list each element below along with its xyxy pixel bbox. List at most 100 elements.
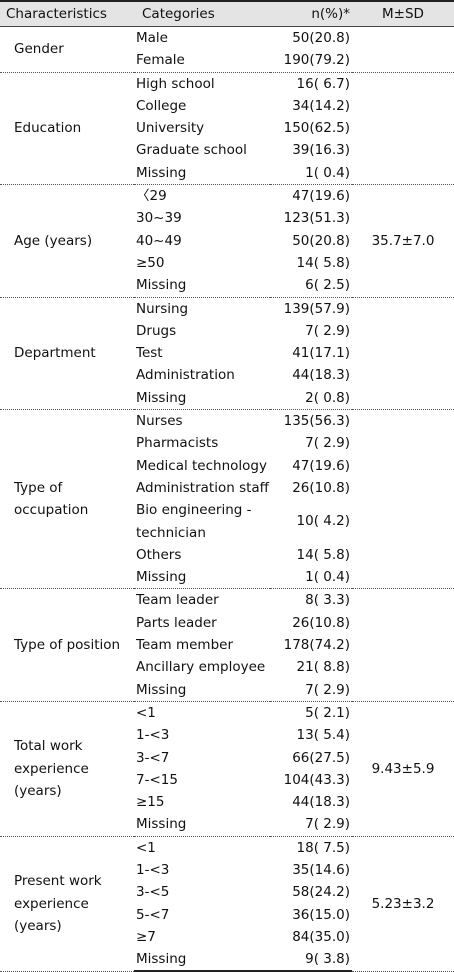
category-cell: 〈29 <box>134 184 270 208</box>
category-cell: Administration <box>136 367 235 384</box>
count-percent-cell: 178(74.2) <box>283 637 350 654</box>
count-percent-cell: 7( 2.9) <box>305 816 350 833</box>
count-percent-cell: 84(35.0) <box>292 928 350 945</box>
category-cell: Female <box>136 52 185 69</box>
table-row: University 150(62.5) <box>0 117 454 139</box>
table-header: Characteristics Categories n(%)* M±SD <box>0 0 454 27</box>
characteristic-cell: Type of occupation <box>0 409 134 590</box>
count-percent-cell: 2( 0.8) <box>305 389 350 406</box>
category-cell: Missing <box>136 389 187 406</box>
category-cell: 3-<5 <box>136 884 170 901</box>
count-percent-cell: 1( 0.4) <box>305 164 350 181</box>
count-percent-cell: 47(19.6) <box>292 457 350 474</box>
table-row: Missing 1( 0.4) <box>0 162 454 185</box>
count-percent-cell: 58(24.2) <box>292 884 350 901</box>
table-row: Education High school 16( 6.7) <box>0 71 454 186</box>
table-row: Bio engineering -technician 10( 4.2) <box>0 499 454 544</box>
mean-sd-cell: 5.23±3.2 <box>352 835 454 972</box>
count-percent-cell: 14( 5.8) <box>296 254 350 271</box>
table-row: 40~49 50(20.8) <box>0 230 454 252</box>
category-cell: Administration staff <box>136 479 269 496</box>
table-row: Age (years) 〈29 47(19.6) 35.7±7.0 <box>0 184 454 298</box>
header-row: Characteristics Categories n(%)* M±SD <box>0 0 454 27</box>
count-percent-cell: 10( 4.2) <box>296 513 350 530</box>
mean-sd-cell <box>352 296 454 411</box>
table-row: Team member 178(74.2) <box>0 634 454 656</box>
table-row: 5-<7 36(15.0) <box>0 904 454 926</box>
count-percent-cell: 34(14.2) <box>292 97 350 114</box>
count-percent-cell: 7( 2.9) <box>305 435 350 452</box>
header-characteristics: Characteristics <box>0 0 134 27</box>
category-cell: 30~39 <box>136 210 182 227</box>
count-percent-cell: 139(57.9) <box>270 296 352 320</box>
characteristic-cell: Department <box>0 296 134 411</box>
count-percent-cell: 6( 2.5) <box>305 277 350 294</box>
category-cell: Missing <box>136 164 187 181</box>
category-cell: Missing <box>136 569 187 586</box>
mean-sd-cell <box>352 588 454 702</box>
table-row: Pharmacists 7( 2.9) <box>0 432 454 454</box>
count-percent-cell: 50(20.8) <box>292 232 350 249</box>
count-percent-cell: 5( 2.1) <box>270 700 352 725</box>
characteristic-cell: Present work experience (years) <box>0 835 134 972</box>
count-percent-cell: 7( 2.9) <box>305 681 350 698</box>
table-row: ≥50 14( 5.8) <box>0 252 454 274</box>
table-row: ≥15 44(18.3) <box>0 791 454 813</box>
table-row: Missing 2( 0.8) <box>0 387 454 410</box>
category-cell: Team leader <box>134 588 270 612</box>
category-cell: ≥15 <box>136 794 165 811</box>
category-cell: Missing <box>136 277 187 294</box>
category-cell: Bio engineering -technician <box>136 502 252 541</box>
characteristic-cell: Age (years) <box>0 184 134 298</box>
table-row: Missing 1( 0.4) <box>0 566 454 589</box>
table-row: Parts leader 26(10.8) <box>0 612 454 634</box>
table-row: ≥7 84(35.0) <box>0 926 454 948</box>
category-cell: Ancillary employee <box>136 659 266 676</box>
count-percent-cell: 150(62.5) <box>283 120 350 137</box>
category-cell: Medical technology <box>136 457 267 474</box>
table-row: Department Nursing 139(57.9) <box>0 296 454 411</box>
table-row: Missing 7( 2.9) <box>0 679 454 702</box>
table-row: 1-<3 35(14.6) <box>0 859 454 881</box>
category-cell: College <box>136 97 187 114</box>
category-cell: Parts leader <box>136 614 217 631</box>
count-percent-cell: 13( 5.4) <box>296 727 350 744</box>
count-percent-cell: 36(15.0) <box>292 906 350 923</box>
mean-sd-cell <box>352 71 454 186</box>
count-percent-cell: 39(16.3) <box>292 142 350 159</box>
category-cell: Others <box>136 546 182 563</box>
characteristic-cell: Gender <box>0 26 134 73</box>
count-percent-cell: 44(18.3) <box>292 367 350 384</box>
mean-sd-cell <box>352 26 454 73</box>
category-cell: Nursing <box>134 296 270 320</box>
count-percent-cell: 123(51.3) <box>283 210 350 227</box>
mean-sd-cell: 9.43±5.9 <box>352 700 454 837</box>
count-percent-cell: 190(79.2) <box>283 52 350 69</box>
category-cell: 1-<3 <box>136 727 170 744</box>
table-row: Total work experience (years) <1 5( 2.1) 9.… <box>0 700 454 837</box>
count-percent-cell: 7( 2.9) <box>305 322 350 339</box>
count-percent-cell: 8( 3.3) <box>270 588 352 612</box>
table-row: 3-<7 66(27.5) <box>0 747 454 769</box>
table-row: Administration 44(18.3) <box>0 364 454 386</box>
table-row: 3-<5 58(24.2) <box>0 881 454 903</box>
table-row: Type of position Team leader 8( 3.3) <box>0 588 454 702</box>
characteristic-cell: Total work experience (years) <box>0 700 134 837</box>
count-percent-cell: 104(43.3) <box>283 771 350 788</box>
category-cell: Nurses <box>134 409 270 433</box>
count-percent-cell: 66(27.5) <box>292 749 350 766</box>
table-row: Others 14( 5.8) <box>0 544 454 566</box>
category-cell: Missing <box>134 948 270 972</box>
table-body: Gender Male 50(20.8) Female 190(79.2) Educati… <box>0 26 454 972</box>
table-row: Missing 7( 2.9) <box>0 813 454 836</box>
count-percent-cell: 26(10.8) <box>292 614 350 631</box>
category-cell: ≥50 <box>136 254 165 271</box>
category-cell: 7-<15 <box>136 771 178 788</box>
count-percent-cell: 47(19.6) <box>270 184 352 208</box>
table-row: Ancillary employee 21( 8.8) <box>0 656 454 678</box>
count-percent-cell: 14( 5.8) <box>296 546 350 563</box>
header-categories: Categories <box>134 0 270 27</box>
category-cell: Missing <box>136 816 187 833</box>
category-cell: Graduate school <box>136 142 247 159</box>
category-cell: Team member <box>136 637 234 654</box>
